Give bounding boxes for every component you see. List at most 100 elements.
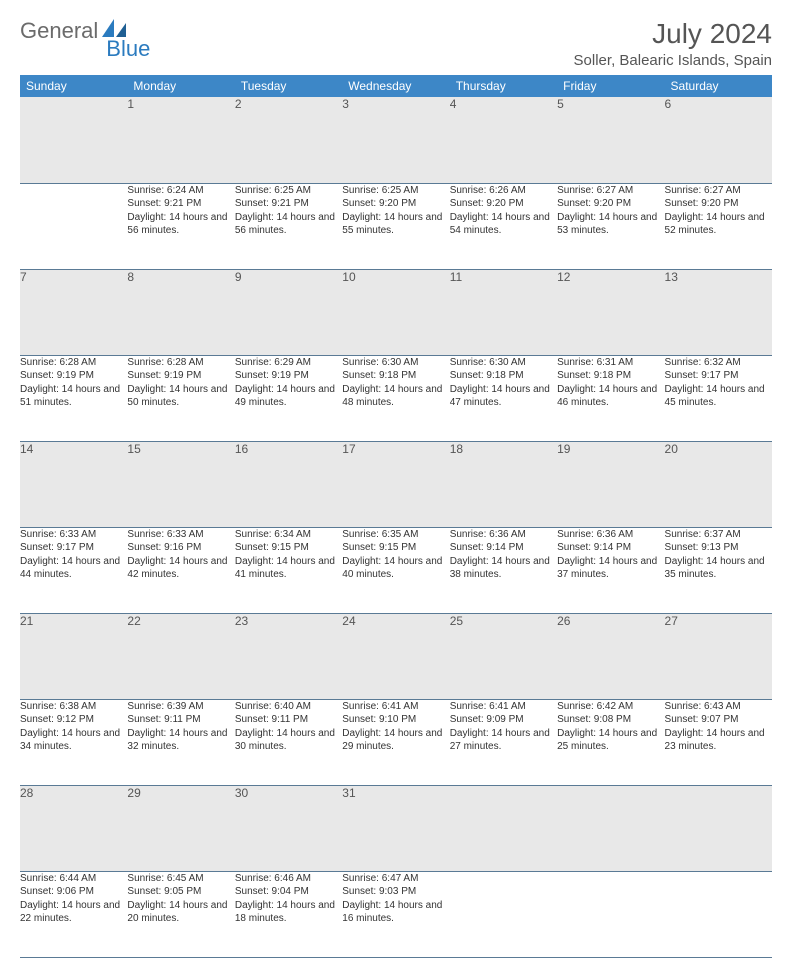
sunrise-text: Sunrise: 6:37 AM xyxy=(665,528,772,542)
daylight-text: Daylight: 14 hours and 20 minutes. xyxy=(127,899,234,926)
weekday-header: Wednesday xyxy=(342,75,449,97)
day-number-cell: 19 xyxy=(557,441,664,527)
month-title: July 2024 xyxy=(574,18,772,50)
day-body-cell: Sunrise: 6:30 AMSunset: 9:18 PMDaylight:… xyxy=(450,355,557,441)
day-number-cell: 31 xyxy=(342,785,449,871)
sunrise-text: Sunrise: 6:27 AM xyxy=(665,184,772,198)
day-number-cell: 10 xyxy=(342,269,449,355)
sunset-text: Sunset: 9:12 PM xyxy=(20,713,127,727)
sunrise-text: Sunrise: 6:30 AM xyxy=(450,356,557,370)
day-number-cell xyxy=(20,97,127,183)
daylight-text: Daylight: 14 hours and 18 minutes. xyxy=(235,899,342,926)
day-body-cell: Sunrise: 6:36 AMSunset: 9:14 PMDaylight:… xyxy=(557,527,664,613)
daylight-text: Daylight: 14 hours and 56 minutes. xyxy=(127,211,234,238)
location: Soller, Balearic Islands, Spain xyxy=(574,52,772,69)
day-number-cell: 15 xyxy=(127,441,234,527)
sunset-text: Sunset: 9:11 PM xyxy=(235,713,342,727)
sunrise-text: Sunrise: 6:47 AM xyxy=(342,872,449,886)
weekday-header: Thursday xyxy=(450,75,557,97)
sunset-text: Sunset: 9:14 PM xyxy=(450,541,557,555)
weekday-header-row: Sunday Monday Tuesday Wednesday Thursday… xyxy=(20,75,772,97)
day-number-cell: 11 xyxy=(450,269,557,355)
daylight-text: Daylight: 14 hours and 44 minutes. xyxy=(20,555,127,582)
day-number-row: 14151617181920 xyxy=(20,441,772,527)
sunrise-text: Sunrise: 6:28 AM xyxy=(127,356,234,370)
day-number-cell: 14 xyxy=(20,441,127,527)
logo-text-blue: Blue xyxy=(106,36,150,62)
day-number-cell: 20 xyxy=(665,441,772,527)
day-body-cell: Sunrise: 6:33 AMSunset: 9:17 PMDaylight:… xyxy=(20,527,127,613)
day-body-cell: Sunrise: 6:44 AMSunset: 9:06 PMDaylight:… xyxy=(20,871,127,957)
day-number-row: 28293031 xyxy=(20,785,772,871)
sunset-text: Sunset: 9:17 PM xyxy=(20,541,127,555)
sunset-text: Sunset: 9:20 PM xyxy=(665,197,772,211)
day-body-cell: Sunrise: 6:27 AMSunset: 9:20 PMDaylight:… xyxy=(665,183,772,269)
sunrise-text: Sunrise: 6:32 AM xyxy=(665,356,772,370)
day-body-cell: Sunrise: 6:26 AMSunset: 9:20 PMDaylight:… xyxy=(450,183,557,269)
day-body-row: Sunrise: 6:44 AMSunset: 9:06 PMDaylight:… xyxy=(20,871,772,957)
daylight-text: Daylight: 14 hours and 25 minutes. xyxy=(557,727,664,754)
day-body-cell: Sunrise: 6:47 AMSunset: 9:03 PMDaylight:… xyxy=(342,871,449,957)
day-body-cell: Sunrise: 6:38 AMSunset: 9:12 PMDaylight:… xyxy=(20,699,127,785)
sunset-text: Sunset: 9:15 PM xyxy=(235,541,342,555)
sunset-text: Sunset: 9:21 PM xyxy=(235,197,342,211)
sunset-text: Sunset: 9:11 PM xyxy=(127,713,234,727)
day-body-cell: Sunrise: 6:34 AMSunset: 9:15 PMDaylight:… xyxy=(235,527,342,613)
daylight-text: Daylight: 14 hours and 52 minutes. xyxy=(665,211,772,238)
sunset-text: Sunset: 9:15 PM xyxy=(342,541,449,555)
sunrise-text: Sunrise: 6:42 AM xyxy=(557,700,664,714)
sunset-text: Sunset: 9:19 PM xyxy=(127,369,234,383)
sunrise-text: Sunrise: 6:41 AM xyxy=(450,700,557,714)
sunset-text: Sunset: 9:10 PM xyxy=(342,713,449,727)
daylight-text: Daylight: 14 hours and 51 minutes. xyxy=(20,383,127,410)
day-number-cell: 6 xyxy=(665,97,772,183)
daylight-text: Daylight: 14 hours and 50 minutes. xyxy=(127,383,234,410)
daylight-text: Daylight: 14 hours and 54 minutes. xyxy=(450,211,557,238)
sunset-text: Sunset: 9:16 PM xyxy=(127,541,234,555)
daylight-text: Daylight: 14 hours and 32 minutes. xyxy=(127,727,234,754)
sunrise-text: Sunrise: 6:43 AM xyxy=(665,700,772,714)
day-number-cell: 25 xyxy=(450,613,557,699)
title-block: July 2024 Soller, Balearic Islands, Spai… xyxy=(574,18,772,69)
day-body-cell: Sunrise: 6:24 AMSunset: 9:21 PMDaylight:… xyxy=(127,183,234,269)
sunrise-text: Sunrise: 6:36 AM xyxy=(557,528,664,542)
weekday-header: Tuesday xyxy=(235,75,342,97)
day-body-cell: Sunrise: 6:36 AMSunset: 9:14 PMDaylight:… xyxy=(450,527,557,613)
sunset-text: Sunset: 9:21 PM xyxy=(127,197,234,211)
sunset-text: Sunset: 9:08 PM xyxy=(557,713,664,727)
header: General Blue July 2024 Soller, Balearic … xyxy=(20,18,772,69)
daylight-text: Daylight: 14 hours and 56 minutes. xyxy=(235,211,342,238)
daylight-text: Daylight: 14 hours and 40 minutes. xyxy=(342,555,449,582)
daylight-text: Daylight: 14 hours and 30 minutes. xyxy=(235,727,342,754)
sunset-text: Sunset: 9:18 PM xyxy=(450,369,557,383)
day-number-cell: 9 xyxy=(235,269,342,355)
daylight-text: Daylight: 14 hours and 42 minutes. xyxy=(127,555,234,582)
daylight-text: Daylight: 14 hours and 35 minutes. xyxy=(665,555,772,582)
sunrise-text: Sunrise: 6:30 AM xyxy=(342,356,449,370)
day-body-row: Sunrise: 6:24 AMSunset: 9:21 PMDaylight:… xyxy=(20,183,772,269)
day-number-cell: 18 xyxy=(450,441,557,527)
day-number-cell: 4 xyxy=(450,97,557,183)
daylight-text: Daylight: 14 hours and 29 minutes. xyxy=(342,727,449,754)
sunset-text: Sunset: 9:18 PM xyxy=(557,369,664,383)
daylight-text: Daylight: 14 hours and 48 minutes. xyxy=(342,383,449,410)
day-number-row: 78910111213 xyxy=(20,269,772,355)
day-number-cell: 22 xyxy=(127,613,234,699)
day-number-cell: 13 xyxy=(665,269,772,355)
sunset-text: Sunset: 9:07 PM xyxy=(665,713,772,727)
day-number-cell: 3 xyxy=(342,97,449,183)
day-number-cell xyxy=(557,785,664,871)
day-body-cell: Sunrise: 6:41 AMSunset: 9:10 PMDaylight:… xyxy=(342,699,449,785)
sunset-text: Sunset: 9:14 PM xyxy=(557,541,664,555)
sunrise-text: Sunrise: 6:44 AM xyxy=(20,872,127,886)
day-body-cell: Sunrise: 6:42 AMSunset: 9:08 PMDaylight:… xyxy=(557,699,664,785)
sunrise-text: Sunrise: 6:31 AM xyxy=(557,356,664,370)
daylight-text: Daylight: 14 hours and 34 minutes. xyxy=(20,727,127,754)
day-body-cell xyxy=(557,871,664,957)
daylight-text: Daylight: 14 hours and 23 minutes. xyxy=(665,727,772,754)
weekday-header: Saturday xyxy=(665,75,772,97)
sunrise-text: Sunrise: 6:33 AM xyxy=(20,528,127,542)
sunrise-text: Sunrise: 6:39 AM xyxy=(127,700,234,714)
day-body-cell: Sunrise: 6:37 AMSunset: 9:13 PMDaylight:… xyxy=(665,527,772,613)
daylight-text: Daylight: 14 hours and 55 minutes. xyxy=(342,211,449,238)
